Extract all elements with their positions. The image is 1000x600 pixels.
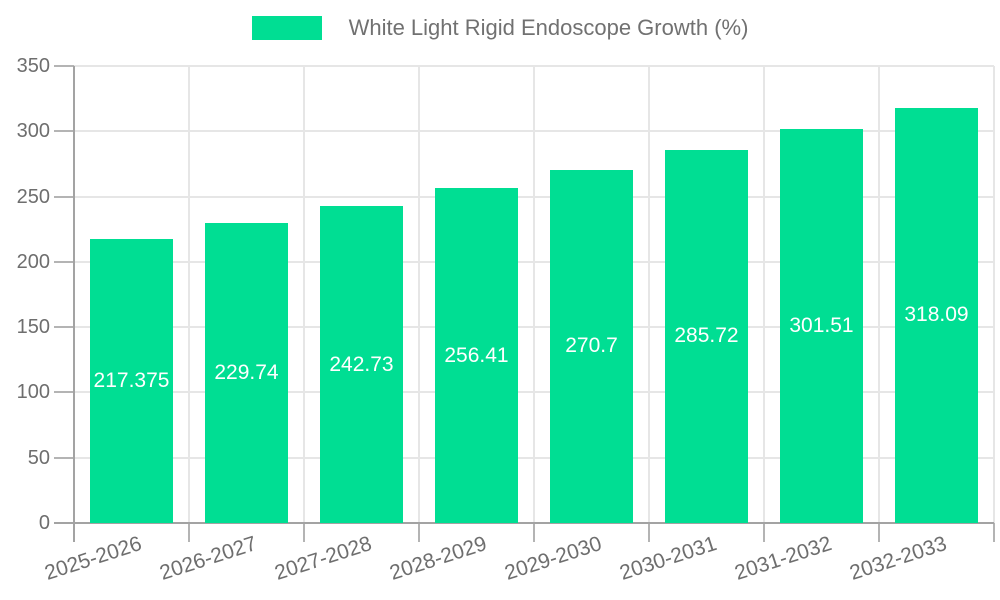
y-axis-tick	[54, 326, 74, 329]
x-axis-tick	[648, 523, 650, 542]
bar[interactable]: 318.09	[895, 107, 978, 523]
x-tick-label: 2028-2029	[386, 532, 490, 585]
x-axis-tick	[993, 523, 995, 542]
y-axis-tick	[54, 456, 74, 459]
bar[interactable]: 217.375	[90, 239, 173, 523]
gridline-vertical	[763, 66, 765, 523]
y-tick-label: 100	[16, 381, 50, 404]
x-axis-tick	[763, 523, 765, 542]
bar-value-label: 301.51	[789, 314, 854, 338]
bar[interactable]: 256.41	[435, 188, 518, 523]
gridline-vertical	[878, 66, 880, 523]
x-axis-tick	[188, 523, 190, 542]
y-tick-label: 0	[38, 512, 50, 534]
y-tick-label: 200	[16, 250, 50, 273]
bar-value-label: 318.09	[904, 303, 969, 327]
y-tick-label: 50	[27, 446, 50, 469]
gridline-vertical	[188, 66, 190, 523]
bar[interactable]: 301.51	[780, 129, 863, 523]
bar-value-label: 242.73	[329, 352, 394, 376]
x-tick-label: 2029-2030	[501, 532, 605, 585]
bar-value-label: 285.72	[674, 324, 739, 348]
gridline-vertical	[648, 66, 650, 523]
y-tick-label: 300	[16, 120, 50, 143]
bar-value-label: 270.7	[565, 334, 618, 358]
x-axis-tick	[533, 523, 535, 542]
x-tick-label: 2025-2026	[41, 532, 145, 585]
y-tick-label: 150	[16, 316, 50, 339]
x-tick-label: 2026-2027	[156, 532, 260, 585]
gridline-vertical	[303, 66, 305, 523]
y-axis-tick	[54, 391, 74, 394]
x-tick-label: 2032-2033	[846, 532, 950, 585]
x-axis-tick	[878, 523, 880, 542]
gridline-vertical	[533, 66, 535, 523]
y-tick-label: 350	[16, 55, 50, 77]
bar-value-label: 256.41	[444, 343, 509, 367]
y-tick-label: 250	[16, 185, 50, 208]
x-tick-label: 2031-2032	[731, 532, 835, 585]
gridline-vertical	[418, 66, 420, 523]
x-tick-label: 2027-2028	[271, 532, 375, 585]
bar[interactable]: 285.72	[665, 149, 748, 523]
bar[interactable]: 242.73	[320, 206, 403, 523]
y-axis-tick	[54, 195, 74, 198]
legend-swatch	[251, 16, 322, 40]
legend[interactable]: White Light Rigid Endoscope Growth (%)	[0, 15, 1000, 41]
legend-label: White Light Rigid Endoscope Growth (%)	[348, 15, 749, 40]
bar[interactable]: 270.7	[550, 169, 633, 523]
y-axis-line	[73, 66, 75, 542]
x-axis-tick	[418, 523, 420, 542]
bar[interactable]: 229.74	[205, 223, 288, 523]
bar-value-label: 229.74	[214, 361, 279, 384]
bar-value-label: 217.375	[93, 369, 170, 393]
y-axis-tick	[54, 130, 74, 133]
x-axis-line	[54, 522, 994, 524]
gridline-vertical	[993, 66, 995, 523]
y-axis-tick	[54, 65, 74, 67]
y-axis-tick	[54, 260, 74, 263]
x-tick-label: 2030-2031	[616, 532, 720, 585]
x-axis-tick	[303, 523, 305, 542]
